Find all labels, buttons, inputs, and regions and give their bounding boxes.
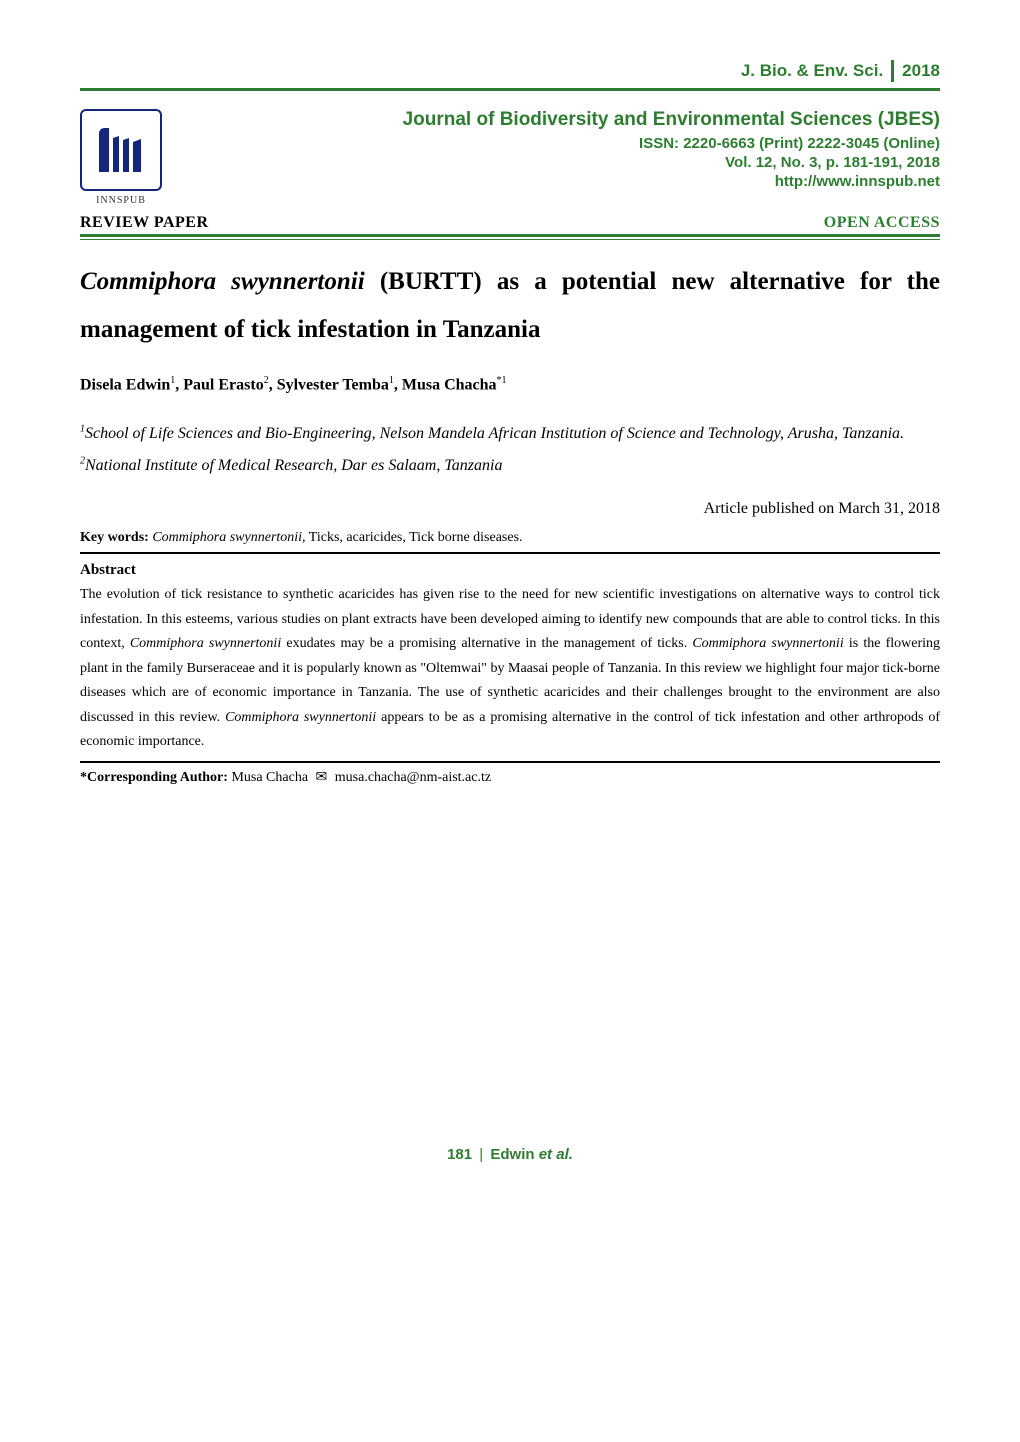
issn-line: ISSN: 2220-6663 (Print) 2222-3045 (Onlin… bbox=[182, 135, 940, 152]
abstract-italic-1: Commiphora swynnertonii bbox=[130, 636, 281, 651]
header-year: 2018 bbox=[902, 61, 940, 81]
keywords: Key words: Commiphora swynnertonii, Tick… bbox=[80, 530, 940, 546]
keywords-label: Key words: bbox=[80, 530, 152, 545]
author-1-sup: 1 bbox=[170, 375, 175, 386]
publisher-logo bbox=[80, 109, 162, 191]
author-4-sup: *1 bbox=[497, 375, 507, 386]
header-divider bbox=[891, 60, 894, 82]
corresponding-name: Musa Chacha bbox=[231, 770, 311, 785]
corresponding-author: *Corresponding Author: Musa Chacha ✉ mus… bbox=[80, 769, 940, 786]
author-4: Musa Chacha bbox=[402, 376, 497, 393]
masthead: INNSPUB Journal of Biodiversity and Envi… bbox=[80, 109, 940, 206]
corresponding-label: *Corresponding Author: bbox=[80, 770, 231, 785]
journal-title: Journal of Biodiversity and Environmenta… bbox=[182, 109, 940, 131]
author-3-sup: 1 bbox=[389, 375, 394, 386]
publisher-logo-box: INNSPUB bbox=[80, 109, 162, 206]
author-1: Disela Edwin bbox=[80, 376, 170, 393]
keywords-italic: Commiphora swynnertonii, bbox=[152, 530, 305, 545]
keywords-rest: Ticks, acaricides, Tick borne diseases. bbox=[306, 530, 523, 545]
publication-date: Article published on March 31, 2018 bbox=[80, 500, 940, 518]
page-footer: 181 | Edwin et al. bbox=[80, 1146, 940, 1163]
author-2: Paul Erasto bbox=[183, 376, 263, 393]
abstract-seg-2: exudates may be a promising alternative … bbox=[281, 636, 692, 651]
envelope-icon: ✉ bbox=[316, 770, 328, 785]
author-2-sup: 2 bbox=[264, 375, 269, 386]
author-3: Sylvester Temba bbox=[277, 376, 389, 393]
section-rule bbox=[80, 234, 940, 240]
article-title: Commiphora swynnertonii (BURTT) as a pot… bbox=[80, 258, 940, 353]
running-header: J. Bio. & Env. Sci. 2018 bbox=[80, 60, 940, 82]
abstract-italic-2: Commiphora swynnertonii bbox=[692, 636, 843, 651]
section-type: REVIEW PAPER bbox=[80, 214, 209, 232]
volume-line: Vol. 12, No. 3, p. 181-191, 2018 bbox=[182, 154, 940, 171]
open-access-badge: OPEN ACCESS bbox=[824, 214, 940, 232]
logo-icon bbox=[93, 122, 149, 178]
footer-author: Edwin bbox=[490, 1146, 538, 1163]
aff-2-text: National Institute of Medical Research, … bbox=[85, 457, 502, 474]
header-journal-abbrev: J. Bio. & Env. Sci. bbox=[741, 61, 883, 81]
section-bar: REVIEW PAPER OPEN ACCESS bbox=[80, 214, 940, 232]
affiliations: 1School of Life Sciences and Bio-Enginee… bbox=[80, 418, 940, 482]
abstract-heading: Abstract bbox=[80, 562, 940, 579]
rule-above-abstract bbox=[80, 552, 940, 554]
author-list: Disela Edwin1, Paul Erasto2, Sylvester T… bbox=[80, 375, 940, 394]
footer-page-number: 181 bbox=[447, 1146, 472, 1163]
masthead-info: Journal of Biodiversity and Environmenta… bbox=[182, 109, 940, 190]
publisher-name: INNSPUB bbox=[96, 195, 146, 206]
title-italic-species: Commiphora swynnertonii bbox=[80, 268, 365, 295]
footer-etal: et al. bbox=[539, 1146, 573, 1163]
abstract-italic-3: Commiphora swynnertonii bbox=[225, 710, 376, 725]
aff-1-text: School of Life Sciences and Bio-Engineer… bbox=[85, 425, 904, 442]
url-line[interactable]: http://www.innspub.net bbox=[182, 173, 940, 190]
corresponding-email[interactable]: musa.chacha@nm-aist.ac.tz bbox=[331, 770, 491, 785]
top-rule bbox=[80, 88, 940, 91]
footer-separator: | bbox=[479, 1146, 483, 1163]
rule-below-abstract bbox=[80, 761, 940, 763]
abstract-body: The evolution of tick resistance to synt… bbox=[80, 583, 940, 755]
